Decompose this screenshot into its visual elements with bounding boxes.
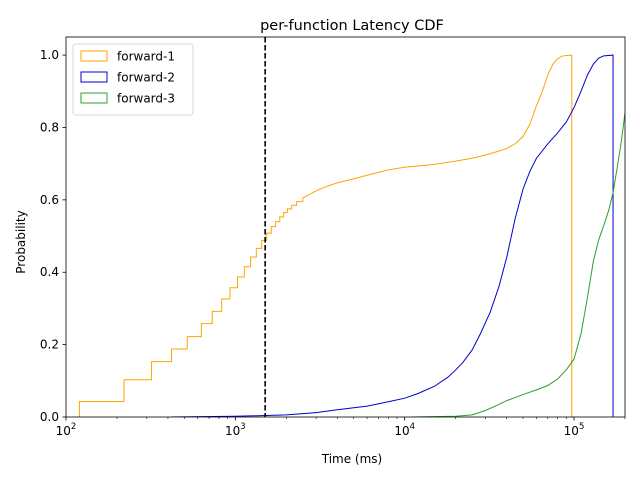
legend-label-forward-2: forward-2 [117, 71, 175, 85]
legend-swatch-forward-2 [80, 71, 108, 83]
legend-swatch-forward-1 [80, 50, 108, 62]
y-tick-label: 0.8 [40, 120, 59, 134]
legend-label-forward-1: forward-1 [117, 50, 175, 64]
y-tick-label: 0.2 [40, 338, 59, 352]
chart-title: per-function Latency CDF [260, 18, 444, 34]
x-tick-label: 103 [225, 422, 246, 438]
y-tick-label: 0.4 [40, 265, 59, 279]
series-line-forward-1 [78, 54, 573, 417]
legend: forward-1 forward-2 forward-3 [72, 43, 194, 116]
x-tick-label: 104 [394, 422, 415, 438]
x-tick-label: 105 [564, 422, 585, 438]
y-axis-label: Probability [14, 210, 28, 273]
ticks-layer: 102 103 104 105 0.0 0.2 0.4 0.6 0.8 1.0 [40, 48, 626, 438]
y-tick-label: 1.0 [40, 48, 59, 62]
series-line-forward-3 [411, 112, 625, 417]
legend-label-forward-3: forward-3 [117, 92, 175, 106]
legend-box [72, 43, 194, 116]
x-axis-label: Time (ms) [321, 452, 383, 466]
x-tick-label: 102 [56, 422, 77, 438]
series-line-forward-2 [171, 54, 614, 417]
axes-layer [65, 36, 626, 418]
y-tick-label: 0.6 [40, 193, 59, 207]
y-tick-label: 0.0 [40, 410, 59, 424]
series-layer [78, 54, 625, 417]
plot-frame [65, 36, 626, 418]
legend-swatch-forward-3 [80, 92, 108, 104]
